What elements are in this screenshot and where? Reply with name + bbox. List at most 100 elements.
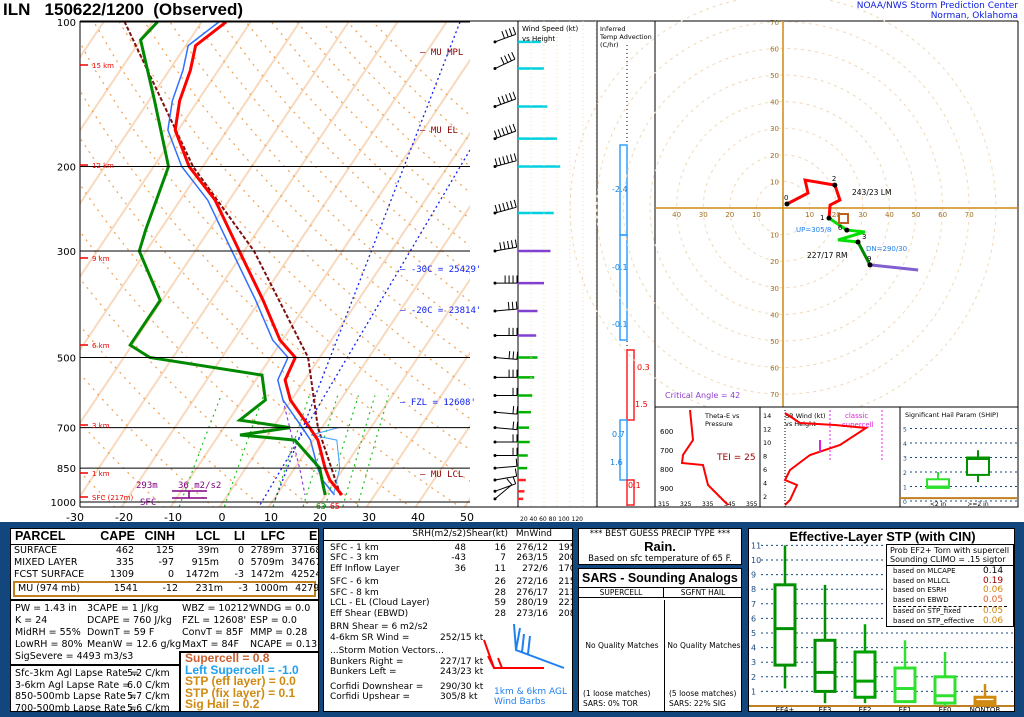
lower-panels-bg xyxy=(654,406,1019,508)
index-row: PW = 1.43 in 3CAPE = 1 J/kg WBZ = 10212' WN… xyxy=(15,603,314,615)
thetae-x-label: 325 xyxy=(680,501,692,508)
hodo-ring-label: 70 xyxy=(770,19,779,27)
eff-srh-value: 36 m2/s2 xyxy=(178,481,221,491)
sars-nomatch-2: No Quality Matches xyxy=(667,641,741,650)
sfc-temp-label: 65 xyxy=(330,502,340,511)
hodo-height-marker xyxy=(855,239,861,245)
wind-barb-flag xyxy=(507,240,510,249)
stp-box xyxy=(813,638,837,693)
height-label: 15 km xyxy=(92,62,114,70)
wind-barb-flag xyxy=(515,458,518,467)
stp-box xyxy=(893,666,917,704)
composite-value: Sig Hail = 0.2 xyxy=(185,697,260,712)
adv-value: -0.1 xyxy=(612,263,628,272)
wind-barb-flag xyxy=(494,204,498,213)
cell: 5709m xyxy=(250,557,284,568)
storm-vector-label: Corfidi Upshear = xyxy=(330,692,411,702)
isotherm-line xyxy=(267,204,470,507)
index-value: WBZ = 10212' xyxy=(182,603,252,614)
wind-barb-staff xyxy=(494,483,516,492)
storm-vector-row: Corfidi Upshear = 305/8 kt xyxy=(330,692,566,703)
sr46-label: 4-6km SR Wind = xyxy=(330,632,410,643)
cell: CAPE xyxy=(100,529,135,543)
lapse-rate-label: 3-6km Agl Lapse Rate = xyxy=(15,679,131,691)
isotherm-line xyxy=(365,350,470,507)
hodo-ring-label: 50 xyxy=(770,338,779,346)
precip-type: Rain. xyxy=(644,539,676,554)
hodo-ring-label: 20 xyxy=(832,211,841,219)
kinematics-cell: 170/14 xyxy=(558,563,572,574)
wind-barb-dot xyxy=(493,440,497,444)
pressure-label: 1000 xyxy=(51,498,76,509)
isotherm-line xyxy=(80,21,252,279)
wind-barb-flag xyxy=(503,241,506,250)
kinematics-cell: 16 xyxy=(494,542,506,553)
kinematics-header-cell: SRH(m2/s2) xyxy=(412,529,466,539)
hodo-ring-label: 50 xyxy=(912,211,921,219)
thetae-pressure-label: 600 xyxy=(660,428,673,436)
wind-barb xyxy=(493,406,519,415)
wind-barb-flag xyxy=(512,476,517,484)
ship-title: Significant Hail Param (SHIP) xyxy=(905,411,999,419)
dry-adiabat xyxy=(245,21,470,247)
index-value: WNDG = 0.0 xyxy=(250,603,311,614)
mixing-ratio-line xyxy=(324,395,359,507)
cell: -3 xyxy=(238,583,248,594)
kinematics-cell: SFC - 8 km xyxy=(330,587,379,598)
indices-block: PW = 1.43 in 3CAPE = 1 J/kg WBZ = 10212' WN… xyxy=(11,599,318,663)
storm-vector-value: 243/23 kt xyxy=(440,667,484,677)
kinematics-cell: 11 xyxy=(494,563,506,574)
index-value: ESP = 0.0 xyxy=(250,615,297,626)
wind-barb-flag xyxy=(508,125,513,133)
hodo-ring-label: 30 xyxy=(770,285,779,293)
pressure-label: 300 xyxy=(57,247,76,258)
temp-label: 50 xyxy=(460,511,474,522)
wind-barb-dot xyxy=(493,105,497,109)
cell: 462 xyxy=(115,545,134,556)
stp-y-label: 9 xyxy=(751,571,756,580)
hodo-ring-label: 70 xyxy=(770,391,779,399)
wind-barb xyxy=(493,434,518,444)
stp-box-plot: 1 2 3 4 5 6 7 8 9 10 11 EF4+ EF3 EF2 EF1 EF0 NONTOR xyxy=(749,541,1014,711)
stp-prob-row: based on ESRH 0.06 xyxy=(893,585,1007,596)
stp-prob-row: based on STP_effective 0.06 xyxy=(893,615,1007,627)
kinematics-cell: 195/13 xyxy=(558,542,572,553)
ship-y-label: 4 xyxy=(903,441,907,448)
sars-pct-1: SARS: 0% TOR xyxy=(583,699,638,708)
bottom-panels: PARCELCAPECINHLCLLILFCELSURFACE46212539m… xyxy=(0,522,1024,717)
index-value: NCAPE = 0.13 xyxy=(250,639,318,650)
adv-value: -2.4 xyxy=(612,185,628,194)
wind-barb-dot xyxy=(493,67,497,71)
isotherm-line xyxy=(414,424,470,507)
barbs-caption: 1km & 6km AGL Wind Barbs xyxy=(494,687,567,707)
cell: MU (974 mb) xyxy=(18,583,81,594)
bunkers-right-label: 227/17 RM xyxy=(807,251,847,260)
wind-barb-flag xyxy=(505,94,509,102)
stp-prob-value: 0.06 xyxy=(983,615,1004,626)
lapse-rate-row: 850-500mb Lapse Rate = 5.7 C/km xyxy=(15,691,175,703)
lapse-rate-row: Sfc-3km Agl Lapse Rate = 5.2 C/km xyxy=(15,668,175,680)
cell: 0 xyxy=(167,569,174,580)
parcel-table: PARCEL CAPE CINH LCL LI LFC EL SURFACE 462 125 39m… xyxy=(11,529,318,597)
wind-barb xyxy=(493,478,513,501)
kinematics-header: SRH(m2/s2)Shear(kt) MnWindSRW xyxy=(324,529,572,541)
stp-prob-label: based on STP_effective xyxy=(893,616,975,625)
temp-label: 0 xyxy=(219,511,226,522)
hodo-height-marker xyxy=(844,227,850,233)
stp-y-label: 6 xyxy=(751,614,756,623)
parcel-row: MIXED LAYER 335 -97 915m 0 5709m 34767' xyxy=(11,557,318,569)
srw-y-label: 6 xyxy=(763,466,767,474)
cell: -97 xyxy=(158,557,174,568)
ship-y-label: 2 xyxy=(903,470,907,477)
wind-barb xyxy=(493,52,516,71)
kinematics-row: SFC - 8 km 28 276/17 213/15 xyxy=(330,587,572,599)
stp-y-label: 3 xyxy=(751,658,756,667)
isotherm-line xyxy=(80,21,154,133)
kinematics-cell: 59 xyxy=(494,598,506,608)
thetae-pressure-label: 900 xyxy=(660,485,673,493)
cell: CINH xyxy=(144,529,175,543)
temp-label: 10 xyxy=(264,511,278,522)
cell: 1309 xyxy=(109,569,134,580)
kinematics-cell: 200/17 xyxy=(558,553,572,563)
